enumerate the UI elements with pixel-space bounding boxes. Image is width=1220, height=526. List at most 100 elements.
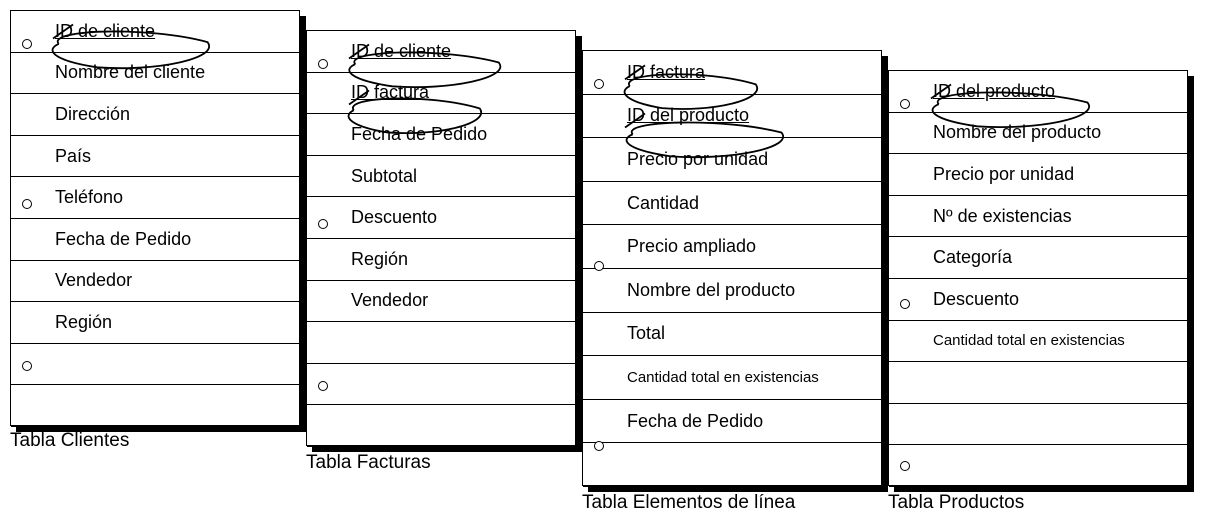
table-row: ID de cliente <box>307 31 575 73</box>
table-row: Cantidad <box>583 182 881 226</box>
card-caption: Tabla Elementos de línea <box>582 492 795 514</box>
binder-holes <box>897 71 917 485</box>
row-label: ID factura <box>627 62 705 83</box>
table-row <box>307 405 575 447</box>
row-label: Región <box>55 312 112 333</box>
table-row: Descuento <box>889 279 1187 321</box>
table-row <box>307 322 575 364</box>
row-label: Cantidad <box>627 193 699 214</box>
binder-holes <box>591 51 611 485</box>
row-label: Total <box>627 323 665 344</box>
binder-hole <box>318 59 328 69</box>
row-label: Fecha de Pedido <box>351 124 487 145</box>
table-row <box>889 445 1187 487</box>
table-row <box>307 364 575 406</box>
table-row: Precio por unidad <box>889 154 1187 196</box>
row-label: Descuento <box>351 207 437 228</box>
card-caption: Tabla Productos <box>888 492 1024 514</box>
table-row: Subtotal <box>307 156 575 198</box>
table-row <box>583 443 881 487</box>
row-label: Precio ampliado <box>627 236 756 257</box>
table-row <box>889 404 1187 446</box>
table-row: Categoría <box>889 237 1187 279</box>
card-body: ID del producto Nombre del producto Precio… <box>888 70 1188 486</box>
row-label: Cantidad total en existencias <box>933 332 1125 349</box>
card-body: ID de cliente ID factura Fecha de Pedido Su… <box>306 30 576 446</box>
card-productos: ID del producto Nombre del producto Precio… <box>888 70 1194 492</box>
card-caption: Tabla Facturas <box>306 452 431 474</box>
binder-hole <box>900 99 910 109</box>
row-label: Fecha de Pedido <box>627 411 763 432</box>
row-label: Nº de existencias <box>933 206 1072 227</box>
table-row: Fecha de Pedido <box>583 400 881 444</box>
table-row: Descuento <box>307 197 575 239</box>
card-facturas: ID de cliente ID factura Fecha de Pedido Su… <box>306 30 582 452</box>
table-row <box>11 385 299 427</box>
binder-hole <box>22 39 32 49</box>
row-label: Vendedor <box>351 290 428 311</box>
row-label: Nombre del cliente <box>55 62 205 83</box>
table-row: Dirección <box>11 94 299 136</box>
table-row <box>889 362 1187 404</box>
table-row: Región <box>11 302 299 344</box>
row-label: Dirección <box>55 104 130 125</box>
binder-holes <box>19 11 39 425</box>
diagram-stage: ID de cliente Nombre del cliente Dirección… <box>10 10 1210 520</box>
table-row: Vendedor <box>307 281 575 323</box>
binder-hole <box>594 441 604 451</box>
table-row: Cantidad total en existencias <box>583 356 881 400</box>
table-row: ID de cliente <box>11 11 299 53</box>
table-row: Nº de existencias <box>889 196 1187 238</box>
table-row: Fecha de Pedido <box>307 114 575 156</box>
row-label: País <box>55 146 91 167</box>
table-row: Total <box>583 313 881 357</box>
table-row: ID del producto <box>889 71 1187 113</box>
binder-hole <box>318 381 328 391</box>
row-label: Vendedor <box>55 270 132 291</box>
table-row <box>11 344 299 386</box>
binder-hole <box>318 219 328 229</box>
row-label: ID de cliente <box>351 41 451 62</box>
table-row: Nombre del cliente <box>11 53 299 95</box>
binder-hole <box>900 461 910 471</box>
table-row: Precio ampliado <box>583 225 881 269</box>
row-label: Precio por unidad <box>933 164 1074 185</box>
row-label: Categoría <box>933 247 1012 268</box>
row-label: Descuento <box>933 289 1019 310</box>
table-row: Cantidad total en existencias <box>889 321 1187 363</box>
card-elementos: ID factura ID del producto Precio por unid… <box>582 50 888 492</box>
row-label: Subtotal <box>351 166 417 187</box>
table-row: Fecha de Pedido <box>11 219 299 261</box>
binder-hole <box>594 261 604 271</box>
table-row: Precio por unidad <box>583 138 881 182</box>
row-label: Precio por unidad <box>627 149 768 170</box>
row-label: Cantidad total en existencias <box>627 369 819 386</box>
row-label: Fecha de Pedido <box>55 229 191 250</box>
binder-holes <box>315 31 335 445</box>
row-label: Nombre del producto <box>627 280 795 301</box>
binder-hole <box>22 361 32 371</box>
binder-hole <box>594 79 604 89</box>
table-row: ID factura <box>583 51 881 95</box>
binder-hole <box>900 299 910 309</box>
table-row: País <box>11 136 299 178</box>
table-row: Teléfono <box>11 177 299 219</box>
row-label: ID factura <box>351 82 429 103</box>
table-row: Vendedor <box>11 261 299 303</box>
table-row: ID factura <box>307 73 575 115</box>
binder-hole <box>22 199 32 209</box>
card-caption: Tabla Clientes <box>10 430 129 452</box>
row-label: Teléfono <box>55 187 123 208</box>
row-label: Región <box>351 249 408 270</box>
card-body: ID de cliente Nombre del cliente Dirección… <box>10 10 300 426</box>
table-row: ID del producto <box>583 95 881 139</box>
row-label: ID del producto <box>627 105 749 126</box>
row-label: Nombre del producto <box>933 122 1101 143</box>
table-row: Región <box>307 239 575 281</box>
table-row: Nombre del producto <box>889 113 1187 155</box>
card-clientes: ID de cliente Nombre del cliente Dirección… <box>10 10 306 432</box>
table-row: Nombre del producto <box>583 269 881 313</box>
row-label: ID del producto <box>933 81 1055 102</box>
card-body: ID factura ID del producto Precio por unid… <box>582 50 882 486</box>
row-label: ID de cliente <box>55 21 155 42</box>
